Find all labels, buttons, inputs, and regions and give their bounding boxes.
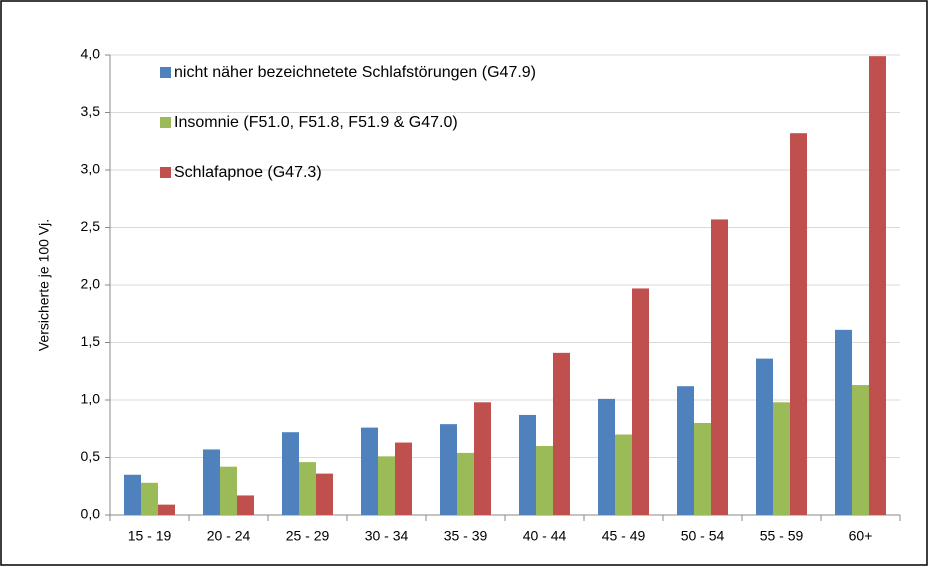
legend-item: nicht näher bezeichnetete Schlafstörunge… [160, 62, 569, 83]
y-tick-label: 0,0 [81, 506, 101, 522]
legend-label: Insomnie (F51.0, F51.8, F51.9 & G47.0) [174, 114, 458, 131]
x-tick-label: 30 - 34 [365, 528, 409, 544]
bar [852, 385, 869, 515]
y-tick-label: 0,5 [81, 448, 101, 464]
bar [299, 462, 316, 515]
bar [773, 402, 790, 515]
bar [694, 423, 711, 515]
x-tick-label: 60+ [849, 528, 873, 544]
x-tick-label: 15 - 19 [128, 528, 172, 544]
x-tick-label: 25 - 29 [286, 528, 330, 544]
legend-item: Insomnie (F51.0, F51.8, F51.9 & G47.0) [160, 112, 569, 133]
x-tick-label: 20 - 24 [207, 528, 251, 544]
bar [677, 386, 694, 515]
legend-item: Schlafapnoe (G47.3) [160, 162, 569, 183]
y-tick-label: 1,0 [81, 391, 101, 407]
bar [519, 414, 536, 515]
bar [869, 56, 886, 516]
legend-swatch [160, 117, 171, 128]
bar [237, 495, 254, 515]
bar [711, 219, 728, 515]
bar [474, 402, 491, 515]
y-tick-label: 3,0 [81, 161, 101, 177]
y-tick-label: 4,0 [81, 46, 101, 62]
bar [158, 504, 175, 515]
bar [141, 482, 158, 515]
bar [632, 288, 649, 515]
bar [553, 352, 570, 515]
bar [203, 449, 220, 515]
bar [615, 434, 632, 515]
x-tick-label: 45 - 49 [602, 528, 646, 544]
bar [835, 329, 852, 515]
x-tick-label: 55 - 59 [760, 528, 804, 544]
bar [395, 442, 412, 515]
bar [124, 474, 141, 515]
bar [316, 473, 333, 515]
bar [756, 358, 773, 515]
bar [220, 466, 237, 515]
x-tick-label: 35 - 39 [444, 528, 488, 544]
x-tick-label: 40 - 44 [523, 528, 567, 544]
x-tick-label: 50 - 54 [681, 528, 725, 544]
bar [457, 452, 474, 515]
bar [378, 456, 395, 515]
y-tick-label: 2,5 [81, 218, 101, 234]
bar [361, 427, 378, 515]
y-tick-label: 2,0 [81, 276, 101, 292]
legend-swatch [160, 167, 171, 178]
legend-label: nicht näher bezeichnetete Schlafstörunge… [174, 64, 537, 81]
legend-swatch [160, 67, 171, 78]
y-tick-label: 1,5 [81, 333, 101, 349]
bar [282, 432, 299, 515]
bar [440, 424, 457, 515]
bar [536, 446, 553, 515]
bar [790, 133, 807, 515]
y-axis-label: Versicherte je 100 Vj. [36, 219, 52, 351]
bar [598, 398, 615, 515]
y-tick-label: 3,5 [81, 103, 101, 119]
legend-label: Schlafapnoe (G47.3) [174, 164, 322, 181]
